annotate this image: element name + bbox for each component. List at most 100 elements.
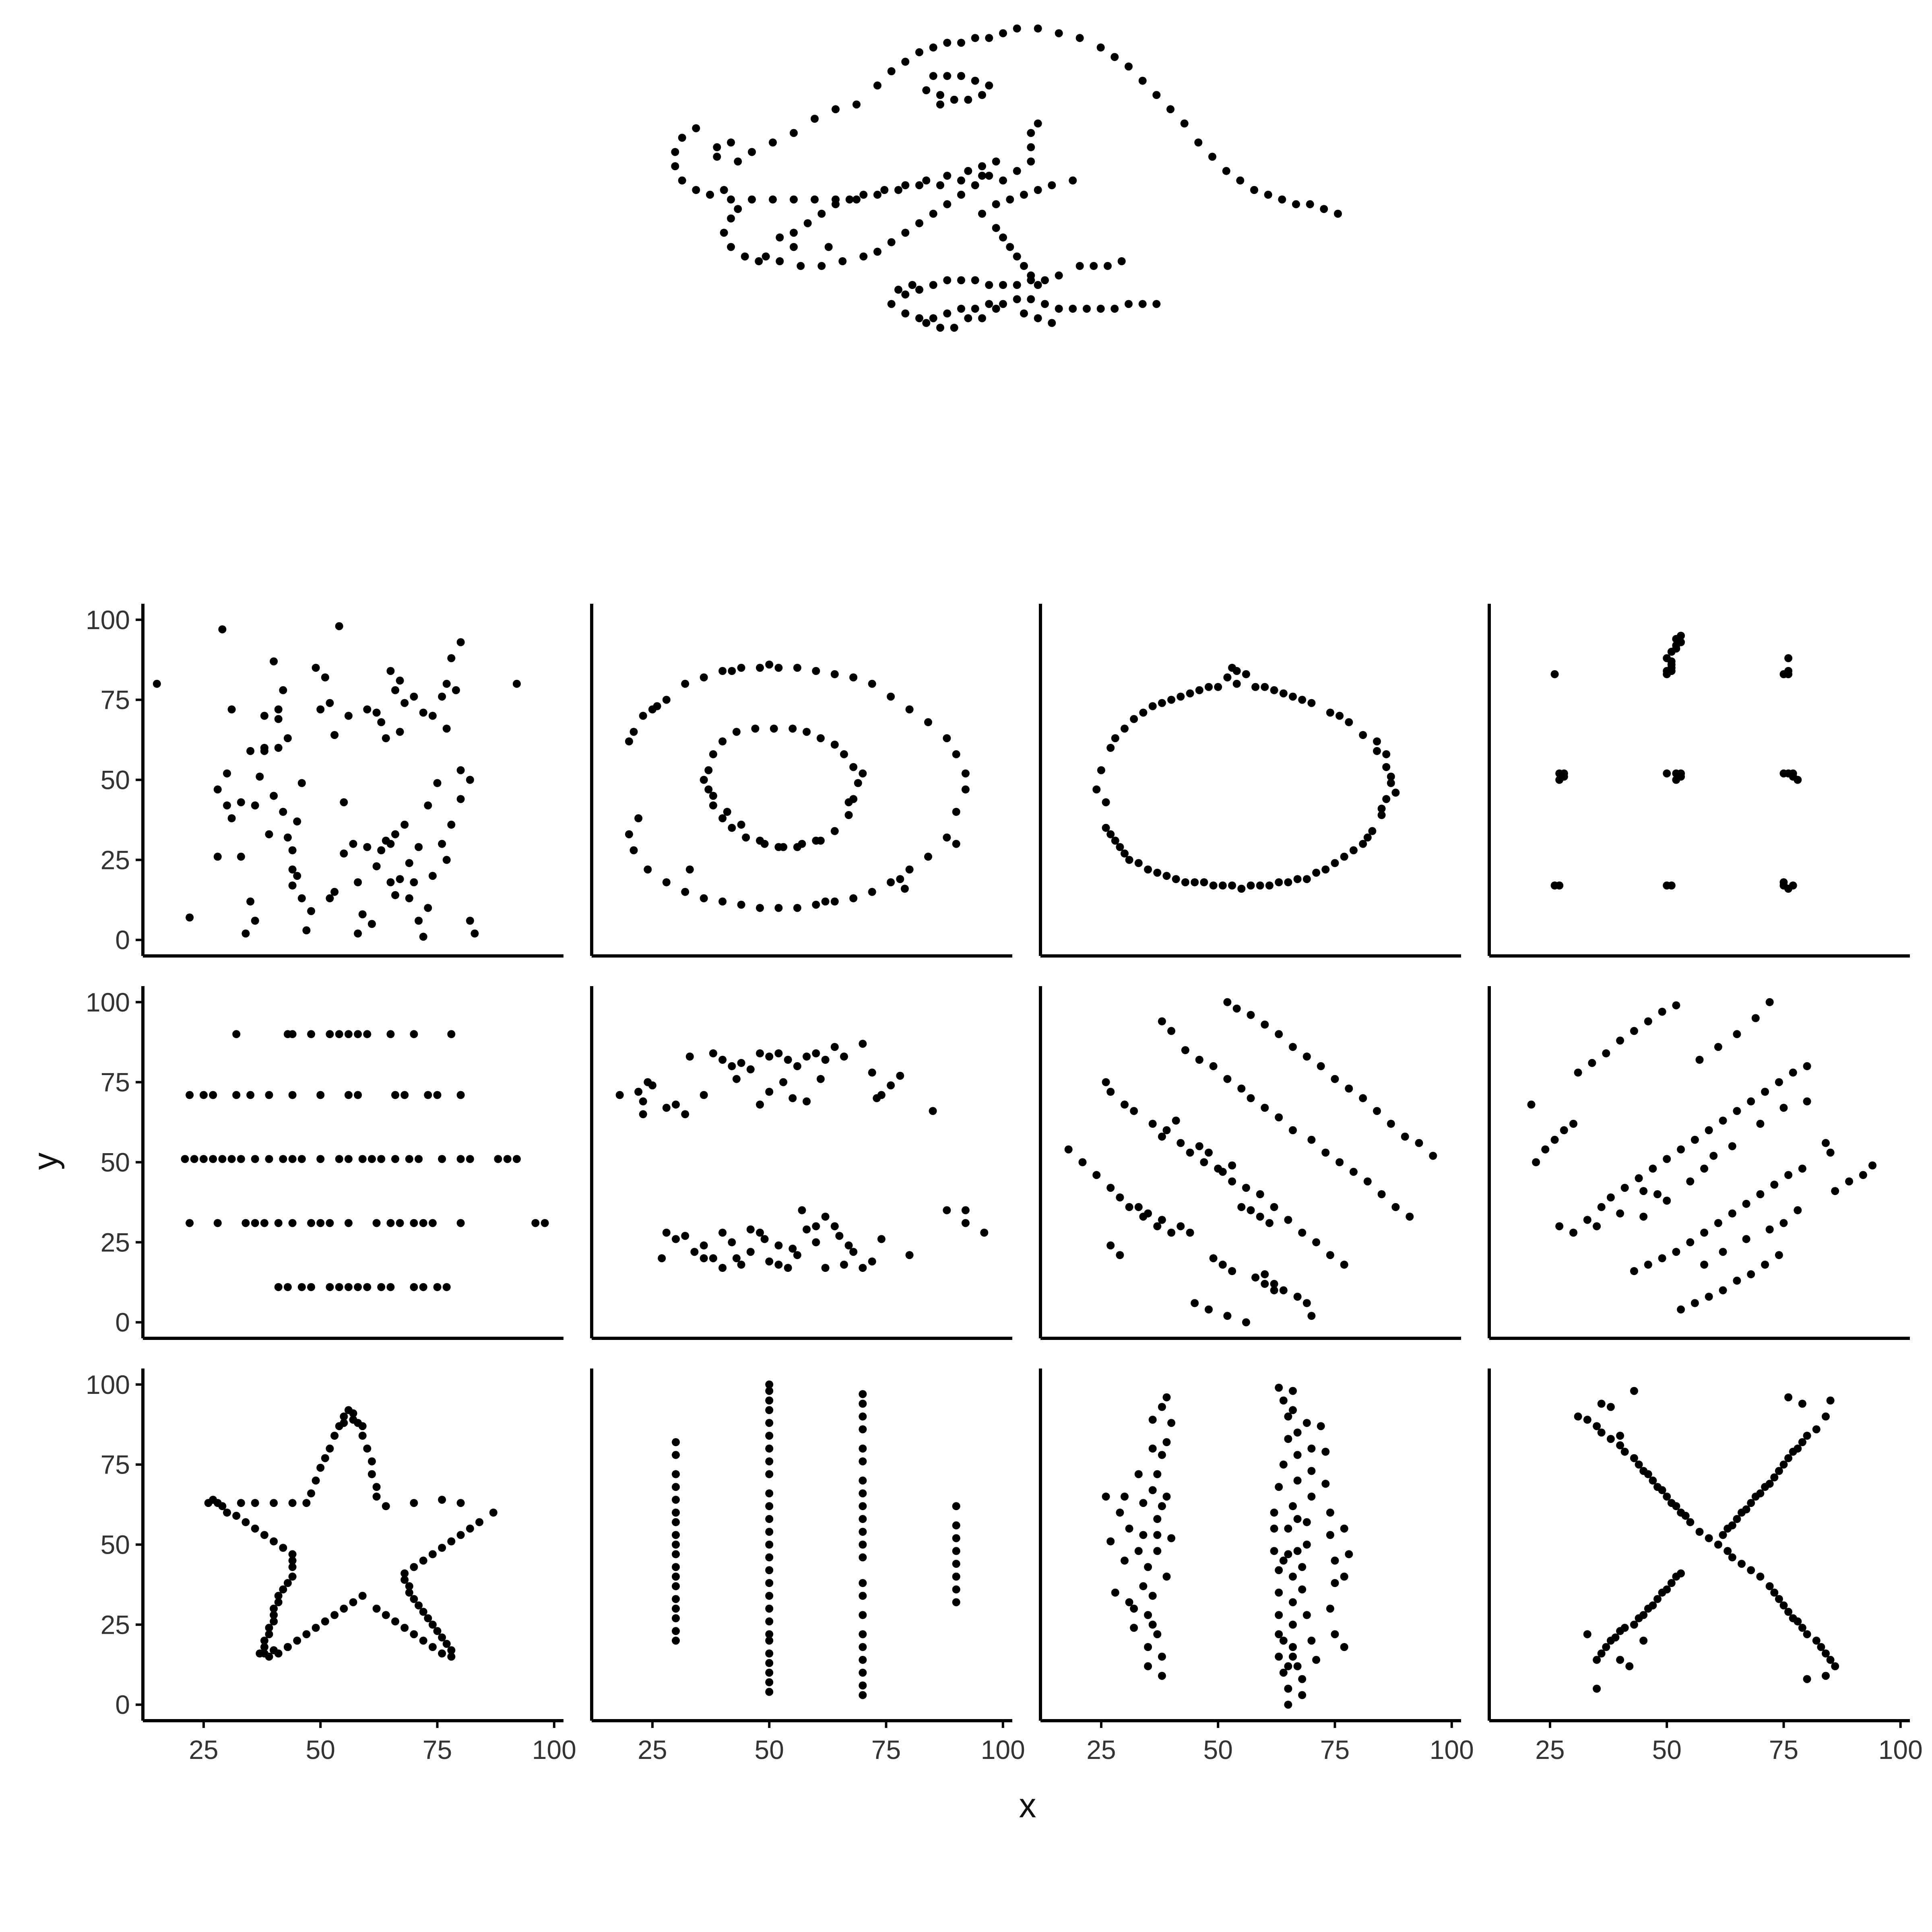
- data-point: [924, 718, 932, 727]
- data-point: [765, 1053, 774, 1061]
- data-point: [1588, 1059, 1596, 1067]
- data-point: [1261, 1280, 1269, 1288]
- data-point: [1270, 686, 1278, 694]
- data-point: [748, 195, 756, 204]
- data-point: [756, 664, 764, 672]
- data-point: [1803, 1630, 1811, 1639]
- data-point: [1321, 1148, 1330, 1157]
- data-point: [424, 904, 432, 912]
- data-point: [438, 840, 446, 848]
- data-point: [1144, 1643, 1152, 1651]
- data-point: [358, 1422, 367, 1430]
- data-point: [873, 190, 881, 199]
- data-point: [1069, 176, 1077, 185]
- data-point: [1695, 1527, 1704, 1536]
- data-point: [1293, 1476, 1302, 1485]
- data-point: [936, 181, 944, 190]
- data-point: [260, 1219, 268, 1227]
- data-point: [812, 1238, 820, 1247]
- data-point: [335, 622, 343, 630]
- data-point: [1677, 638, 1685, 646]
- data-point: [929, 1107, 937, 1115]
- data-point: [1307, 1637, 1316, 1645]
- data-point: [1340, 1643, 1348, 1651]
- data-point: [1102, 1492, 1110, 1501]
- data-point: [1527, 1100, 1536, 1109]
- data-point: [732, 1075, 741, 1083]
- data-point: [1649, 1601, 1657, 1610]
- data-point: [1602, 1049, 1610, 1057]
- data-point: [1218, 881, 1227, 890]
- data-point: [790, 243, 798, 251]
- data-point: [1719, 1531, 1727, 1539]
- data-point: [1223, 998, 1232, 1006]
- data-point: [1096, 305, 1105, 313]
- data-point: [1373, 747, 1381, 755]
- data-point: [1302, 1299, 1311, 1307]
- data-point: [728, 824, 736, 832]
- data-point: [943, 309, 952, 318]
- data-point: [1130, 1624, 1138, 1632]
- data-point: [330, 731, 339, 739]
- data-point: [270, 1604, 278, 1613]
- data-point: [1639, 1611, 1648, 1619]
- data-point: [400, 699, 409, 707]
- data-point: [382, 1611, 390, 1619]
- panel-slant_up: [1488, 986, 1910, 1340]
- data-point: [1550, 670, 1559, 678]
- data-point: [330, 1611, 339, 1619]
- data-point: [288, 1219, 297, 1227]
- data-point: [1320, 205, 1328, 213]
- data-point: [1307, 699, 1316, 707]
- data-point: [868, 1257, 876, 1266]
- data-point: [1200, 1158, 1208, 1166]
- data-point: [419, 1283, 427, 1291]
- data-point: [1298, 1691, 1307, 1699]
- data-point: [419, 933, 427, 941]
- data-point: [765, 1617, 774, 1626]
- data-point: [1289, 1043, 1297, 1051]
- data-point: [1555, 1222, 1564, 1230]
- data-point: [1373, 1107, 1381, 1115]
- data-point: [999, 233, 1007, 242]
- data-point: [1279, 689, 1288, 698]
- data-point: [1218, 1168, 1227, 1176]
- data-point: [835, 1232, 844, 1240]
- y-tick-label: 75: [101, 685, 130, 715]
- data-point: [700, 1241, 708, 1250]
- data-point: [1270, 1280, 1278, 1288]
- data-point: [1719, 1117, 1727, 1125]
- data-point: [1705, 1534, 1713, 1542]
- data-point: [999, 29, 1007, 37]
- data-point: [410, 1630, 418, 1639]
- data-point: [1250, 186, 1258, 194]
- data-point: [1284, 1524, 1292, 1533]
- data-point: [1307, 1492, 1316, 1501]
- data-point: [859, 1444, 867, 1453]
- data-point: [1232, 667, 1241, 675]
- data-point: [209, 1091, 217, 1099]
- data-point: [494, 1155, 502, 1163]
- data-point: [312, 664, 320, 672]
- data-point: [1340, 1573, 1348, 1581]
- data-point: [1686, 1177, 1695, 1186]
- x-tick-label: 100: [1878, 1735, 1923, 1765]
- data-point: [456, 1499, 465, 1507]
- data-point: [344, 1219, 353, 1227]
- data-point: [1167, 1419, 1176, 1427]
- data-point: [1672, 776, 1680, 784]
- data-point: [321, 1454, 329, 1462]
- data-point: [1625, 1662, 1634, 1670]
- data-point: [1130, 715, 1138, 723]
- data-point: [251, 1499, 259, 1507]
- panel-slant_down: [1039, 986, 1461, 1340]
- data-point: [1321, 865, 1330, 874]
- data-point: [672, 1235, 680, 1243]
- data-point: [344, 1091, 353, 1099]
- data-point: [251, 1155, 259, 1163]
- data-point: [1144, 1611, 1152, 1619]
- data-point: [756, 836, 764, 845]
- data-point: [971, 276, 979, 285]
- data-point: [363, 705, 372, 714]
- data-point: [1222, 167, 1230, 175]
